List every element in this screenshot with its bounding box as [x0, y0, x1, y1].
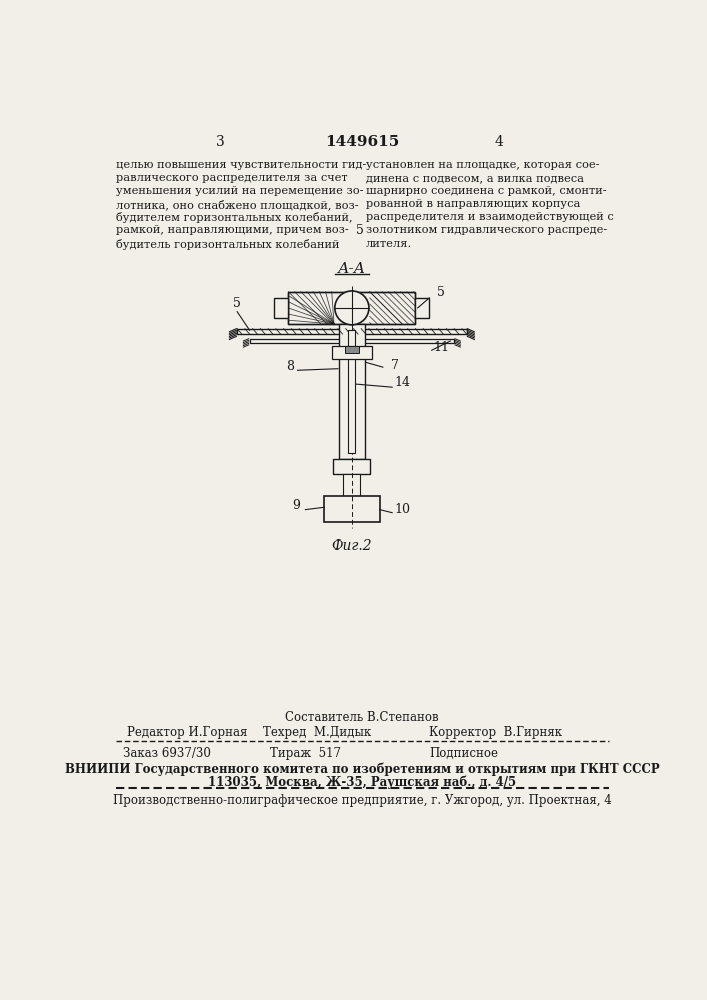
Text: 5: 5	[437, 286, 445, 299]
Text: будитель горизонтальных колебаний: будитель горизонтальных колебаний	[115, 239, 339, 250]
Text: Редактор И.Горная: Редактор И.Горная	[127, 726, 247, 739]
Text: 10: 10	[395, 503, 411, 516]
Text: распределителя и взаимодействующей с: распределителя и взаимодействующей с	[366, 212, 614, 222]
Text: будителем горизонтальных колебаний,: будителем горизонтальных колебаний,	[115, 212, 352, 223]
Text: 113035, Москва, Ж-35, Раушская наб., д. 4/5: 113035, Москва, Ж-35, Раушская наб., д. …	[208, 775, 516, 789]
Bar	[288, 292, 416, 324]
Bar	[339, 324, 365, 459]
Text: 5: 5	[233, 297, 241, 310]
Text: 5: 5	[356, 224, 363, 237]
Text: равлического распределителя за счет: равлического распределителя за счет	[115, 173, 347, 183]
Text: рамкой, направляющими, причем воз-: рамкой, направляющими, причем воз-	[115, 225, 349, 235]
Text: динена с подвесом, а вилка подвеса: динена с подвесом, а вилка подвеса	[366, 173, 584, 183]
Text: Техред  М.Дидык: Техред М.Дидык	[263, 726, 371, 739]
Text: Корректор  В.Гирняк: Корректор В.Гирняк	[429, 726, 562, 739]
Text: 14: 14	[395, 376, 411, 389]
Text: Подписное: Подписное	[429, 747, 498, 760]
Text: 3: 3	[216, 135, 225, 149]
Text: 8: 8	[286, 360, 294, 373]
Bar	[274, 298, 288, 318]
Bar	[332, 346, 372, 359]
Bar	[349, 330, 356, 453]
Bar	[333, 459, 370, 474]
Text: целью повышения чувствительности гид-: целью повышения чувствительности гид-	[115, 160, 366, 170]
Text: Тираж  517: Тираж 517	[271, 747, 341, 760]
Text: 9: 9	[292, 499, 300, 512]
Bar	[288, 292, 416, 324]
Text: Производственно-полиграфическое предприятие, г. Ужгород, ул. Проектная, 4: Производственно-полиграфическое предприя…	[112, 794, 612, 807]
Bar	[416, 298, 429, 318]
Text: А-А: А-А	[338, 262, 366, 276]
Text: шарнирно соединена с рамкой, смонти-: шарнирно соединена с рамкой, смонти-	[366, 186, 607, 196]
Bar	[250, 339, 454, 343]
Text: установлен на площадке, которая сое-: установлен на площадке, которая сое-	[366, 160, 600, 170]
Bar	[345, 346, 359, 353]
Text: 1449615: 1449615	[325, 135, 399, 149]
Text: 4: 4	[495, 135, 503, 149]
Text: золотником гидравлического распреде-: золотником гидравлического распреде-	[366, 225, 607, 235]
Text: 11: 11	[433, 341, 449, 354]
Text: 7: 7	[391, 359, 399, 372]
Bar	[344, 474, 361, 496]
Text: рованной в направляющих корпуса: рованной в направляющих корпуса	[366, 199, 580, 209]
Text: ВНИИПИ Государственного комитета по изобретениям и открытиям при ГКНТ СССР: ВНИИПИ Государственного комитета по изоб…	[64, 762, 659, 776]
Text: лотника, оно снабжено площадкой, воз-: лотника, оно снабжено площадкой, воз-	[115, 199, 358, 210]
Bar	[237, 329, 467, 334]
Text: Фиг.2: Фиг.2	[332, 539, 372, 553]
Circle shape	[335, 291, 369, 325]
Text: Составитель В.Степанов: Составитель В.Степанов	[285, 711, 439, 724]
Text: лителя.: лителя.	[366, 239, 412, 249]
Text: Заказ 6937/30: Заказ 6937/30	[123, 747, 211, 760]
Text: уменьшения усилий на перемещение зо-: уменьшения усилий на перемещение зо-	[115, 186, 363, 196]
Bar	[324, 496, 380, 522]
